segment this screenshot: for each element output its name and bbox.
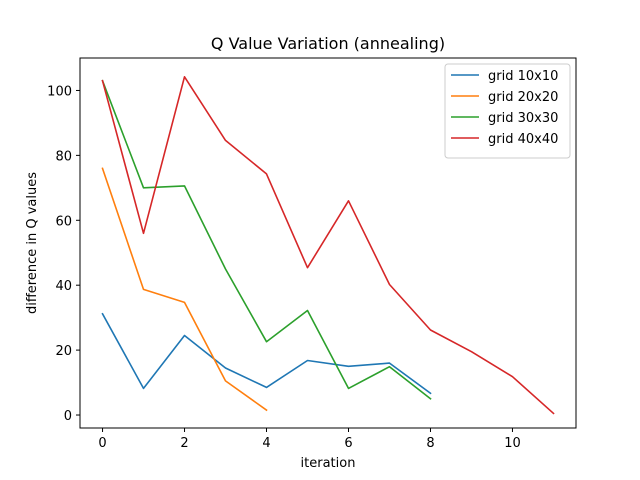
- x-tick-label: 4: [262, 436, 270, 451]
- x-axis-label: iteration: [301, 456, 356, 471]
- legend-label: grid 10x10: [488, 69, 558, 84]
- y-tick-label: 100: [47, 84, 72, 99]
- series-line: [101, 76, 555, 415]
- y-tick-label: 20: [55, 344, 72, 359]
- x-tick-label: 6: [344, 436, 352, 451]
- series-line: [101, 79, 432, 400]
- legend-label: grid 30x30: [488, 111, 558, 126]
- y-tick-label: 80: [55, 149, 72, 164]
- y-axis-label: difference in Q values: [25, 172, 40, 314]
- x-tick-label: 8: [426, 436, 434, 451]
- legend-label: grid 40x40: [488, 132, 558, 147]
- series-line: [101, 167, 268, 412]
- x-tick-label: 10: [504, 436, 521, 451]
- x-tick-label: 0: [98, 436, 106, 451]
- y-tick-label: 60: [55, 214, 72, 229]
- legend: grid 10x10 grid 20x20 grid 30x30 grid 40x40: [444, 63, 571, 159]
- chart-title: Q Value Variation (annealing): [211, 34, 445, 53]
- y-tick-label: 40: [55, 279, 72, 294]
- legend-box: [444, 63, 571, 159]
- series-layer: [101, 76, 555, 415]
- legend-label: grid 20x20: [488, 90, 558, 105]
- x-tick-label: 2: [180, 436, 188, 451]
- y-tick-label: 0: [64, 409, 72, 424]
- plot-frame: [79, 57, 577, 429]
- series-line: [101, 312, 432, 395]
